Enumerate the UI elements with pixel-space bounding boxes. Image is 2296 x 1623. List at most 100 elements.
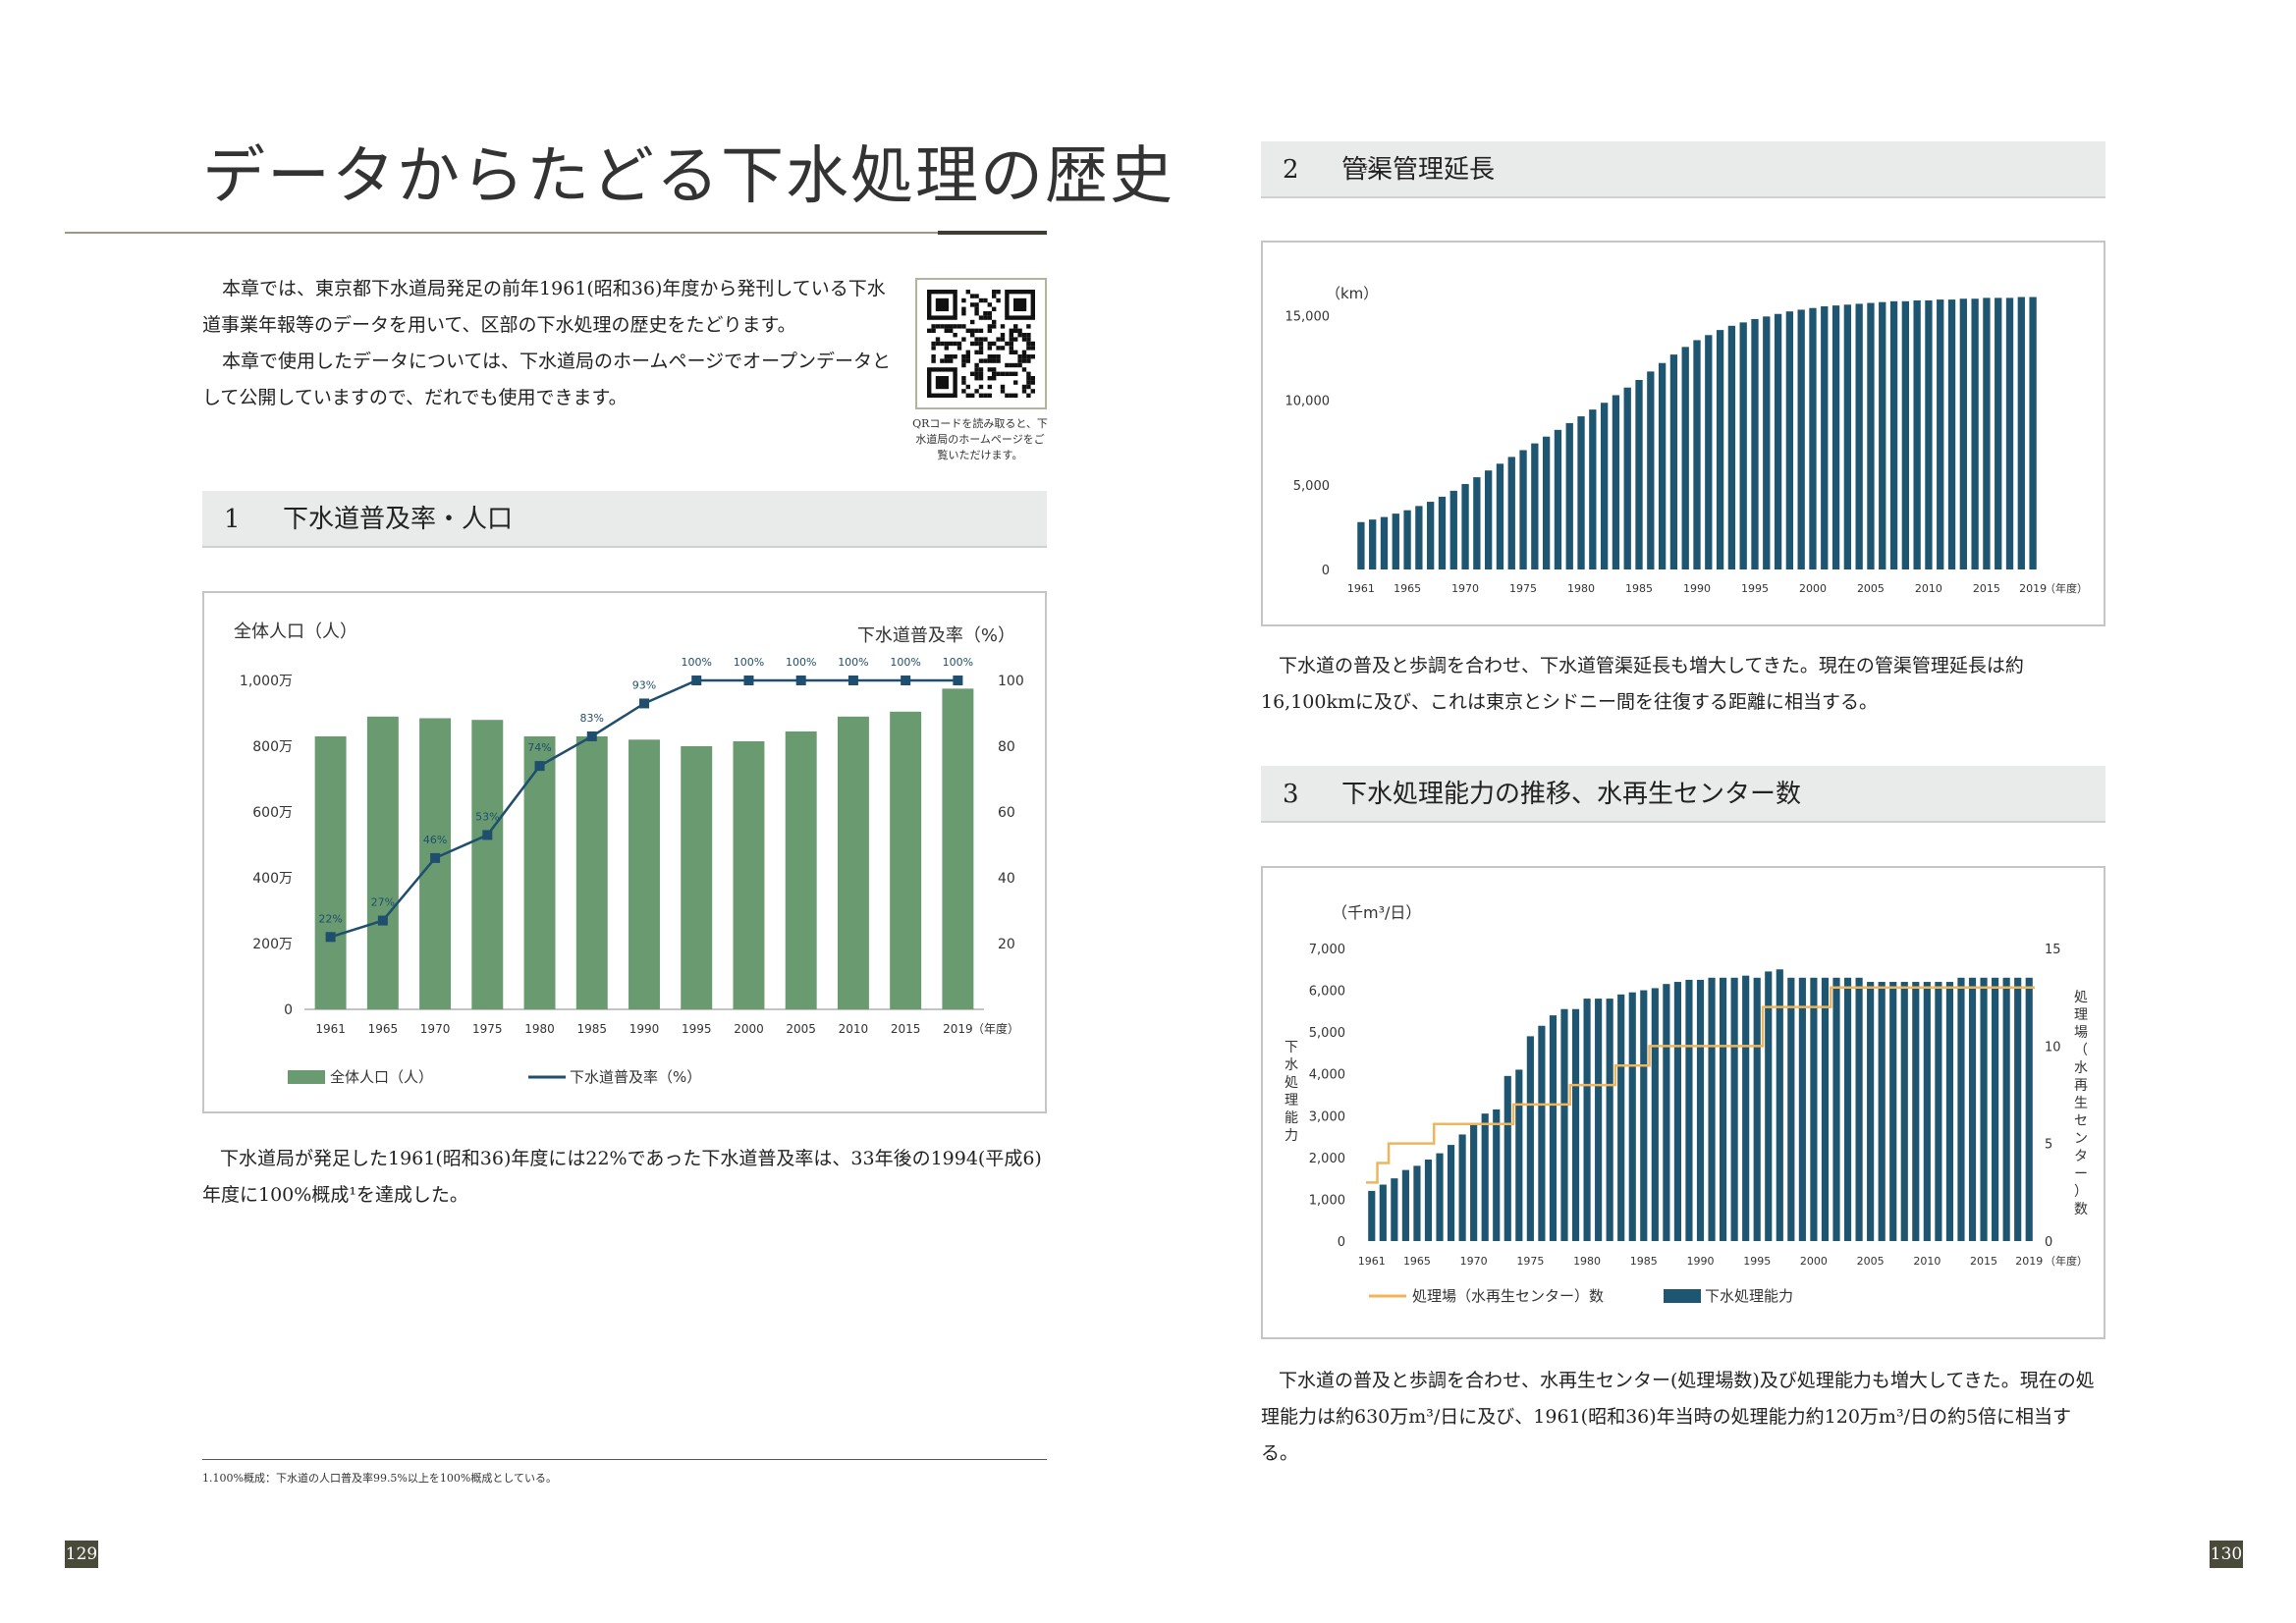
chart3-capacity-bar — [1923, 982, 1931, 1241]
qr-module — [978, 298, 984, 303]
qr-module — [961, 306, 966, 311]
qr-module — [931, 324, 936, 329]
chart1-population-bar — [942, 688, 974, 1009]
qr-module — [1000, 384, 1006, 390]
qr-module — [949, 324, 954, 329]
chart1-legend-line-label: 下水道普及率（%） — [570, 1068, 701, 1086]
qr-module — [944, 358, 949, 363]
chart2-length-bar — [1542, 436, 1551, 569]
qr-module — [987, 328, 992, 333]
qr-module — [970, 393, 975, 398]
chart2-length-bar — [1831, 305, 1840, 569]
chart1-left-axis-title: 全体人口（人） — [234, 622, 357, 642]
qr-module — [1026, 354, 1031, 359]
qr-module — [983, 358, 988, 363]
chart1-right-axis-title: 下水道普及率（%） — [857, 625, 1015, 646]
chart1-x-tick: 2010 — [839, 1022, 869, 1036]
qr-module — [1026, 333, 1031, 338]
qr-module — [978, 341, 984, 347]
chart2-length-bar — [1565, 422, 1573, 569]
qr-module — [987, 346, 992, 351]
qr-module — [992, 324, 997, 329]
chart1-coverage-label: 53% — [475, 810, 499, 823]
qr-module — [992, 294, 997, 298]
chart1-x-tick: 1965 — [368, 1022, 399, 1036]
qr-module — [983, 311, 988, 316]
chart3-capacity-bar — [1821, 977, 1830, 1241]
chart3-left-tick: 1,000 — [1309, 1193, 1345, 1208]
chart3-x-tick: 1990 — [1687, 1255, 1715, 1268]
chart1-x-tick: 1970 — [420, 1022, 451, 1036]
qr-module — [992, 306, 997, 311]
chart2-length-bar — [1612, 395, 1620, 569]
chart3-legend-bar-label: 下水処理能力 — [1705, 1287, 1793, 1305]
chart2-length-bar — [1519, 450, 1527, 569]
chart3-capacity-bar — [1560, 1008, 1568, 1241]
qr-module — [1017, 354, 1022, 359]
qr-module — [978, 376, 984, 381]
qr-module — [992, 376, 997, 381]
chart3-year-unit: （年度） — [2045, 1254, 2088, 1268]
qr-module — [987, 358, 992, 363]
qr-module — [1026, 341, 1031, 347]
chart1-population-bar — [733, 740, 765, 1009]
qr-module — [978, 350, 984, 354]
qr-module — [978, 367, 984, 372]
qr-module — [987, 302, 992, 307]
chart2-length-bar — [1681, 347, 1689, 569]
qr-module — [927, 328, 932, 333]
qr-module — [1013, 337, 1018, 342]
chart2-length-bar — [1785, 311, 1794, 569]
chart2-length-bar — [1855, 303, 1863, 569]
qr-module — [965, 290, 970, 295]
chart2-x-tick: 1970 — [1451, 582, 1479, 595]
chart3-capacity-bar — [1606, 999, 1613, 1241]
qr-module — [961, 389, 966, 394]
chart3-capacity-bar — [1379, 1184, 1387, 1241]
qr-module — [970, 302, 975, 307]
qr-module — [961, 311, 966, 316]
chart2-length-bar — [1392, 514, 1399, 569]
chart1-x-tick: 2015 — [891, 1022, 921, 1036]
chart3-capacity-bar — [1549, 1015, 1558, 1241]
chart1-legend-bar-swatch — [288, 1070, 325, 1084]
chart2-y-tick: 0 — [1322, 564, 1330, 578]
chart2-length-bar — [1577, 416, 1585, 569]
qr-module — [970, 333, 975, 338]
chart2-length-bar — [1507, 457, 1515, 569]
body-text-1: 下水道局が発足した1961(昭和36)年度には22%であった下水道普及率は、33… — [202, 1148, 1042, 1206]
chart1-coverage-marker — [534, 761, 545, 772]
qr-module — [931, 341, 936, 347]
qr-module — [1026, 324, 1031, 329]
qr-code[interactable] — [915, 278, 1047, 409]
chart2-x-tick: 1985 — [1625, 582, 1653, 595]
chart1-x-tick: 2000 — [734, 1022, 764, 1036]
chart1-coverage-marker — [953, 676, 963, 685]
qr-module — [996, 346, 1001, 351]
chart-pipe-length: （km） 0 5,000 10,000 15,000 1961 1965 1970 1975 19… — [1285, 285, 2089, 595]
qr-module — [1005, 341, 1010, 347]
qr-module — [1009, 337, 1013, 342]
chart3-capacity-bar — [1458, 1134, 1466, 1241]
chart3-capacity-bar — [1753, 977, 1761, 1241]
qr-module — [1005, 362, 1010, 368]
qr-module — [1009, 393, 1013, 398]
chart3-capacity-bar — [1526, 1036, 1534, 1241]
chart3-x-tick: 1970 — [1460, 1255, 1488, 1268]
chart2-length-bar — [1473, 477, 1481, 569]
chart2-length-bar — [1380, 516, 1389, 569]
chart3-capacity-bar — [1640, 990, 1648, 1241]
qr-module — [931, 354, 936, 359]
qr-module — [992, 358, 997, 363]
qr-module — [1009, 346, 1013, 351]
chart2-length-bar — [1959, 298, 1967, 569]
qr-module — [1013, 380, 1018, 385]
chart2-length-bar — [1889, 300, 1898, 569]
qr-module — [974, 371, 979, 376]
chart1-year-unit: （年度） — [972, 1021, 1019, 1036]
qr-module — [1017, 328, 1022, 333]
chart3-capacity-bar — [1810, 977, 1818, 1241]
chart3-left-tick: 3,000 — [1309, 1109, 1345, 1124]
chart1-population-bar — [681, 746, 713, 1009]
chart1-x-tick: 2005 — [786, 1022, 816, 1036]
